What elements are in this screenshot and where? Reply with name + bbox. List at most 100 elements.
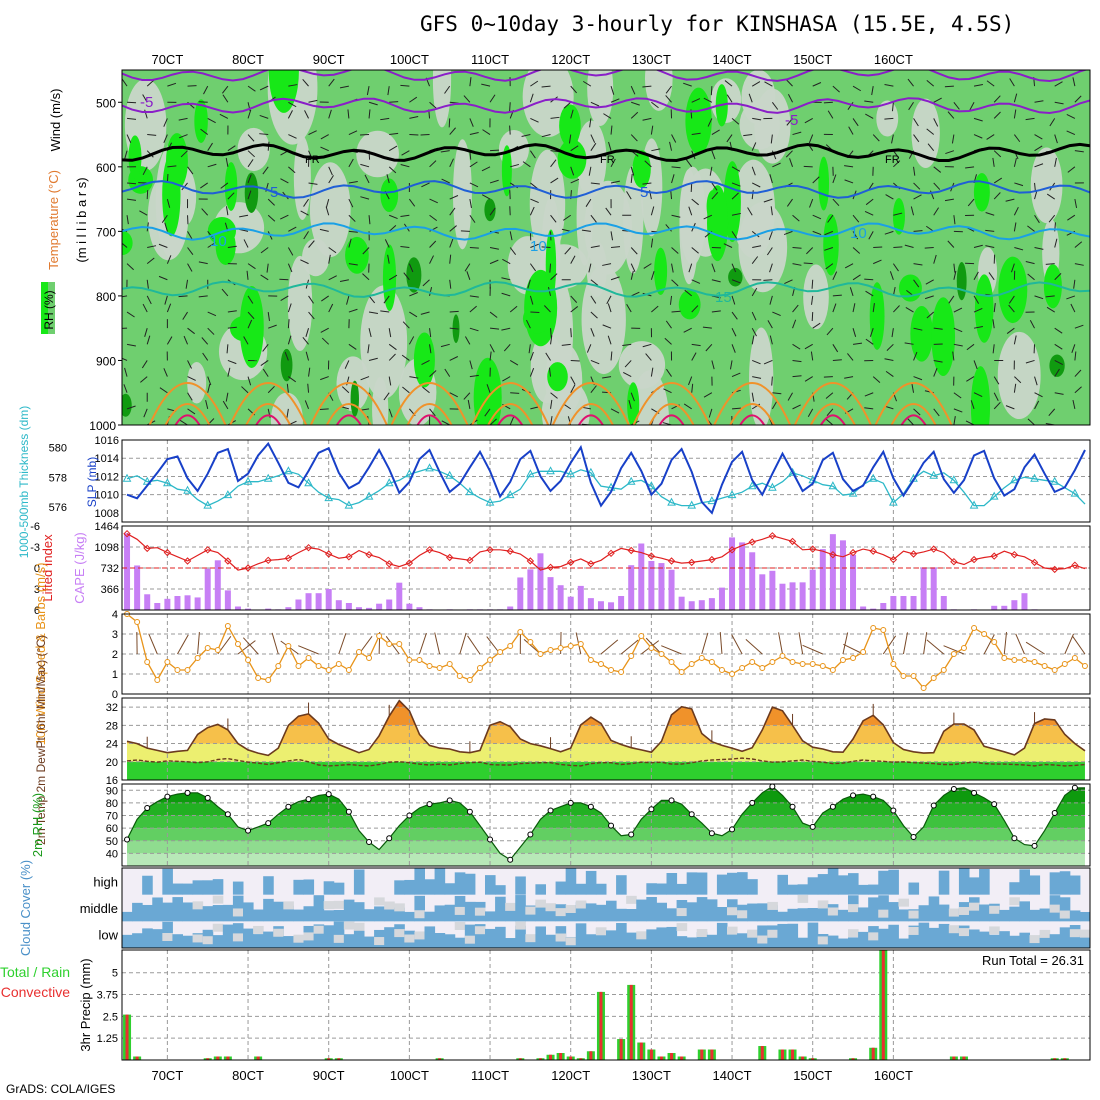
cloud-cell xyxy=(817,908,829,922)
wind-barb xyxy=(1027,418,1035,425)
wind-barb xyxy=(1054,343,1063,350)
wind-tick-label: 1 xyxy=(112,669,118,681)
wind-barb xyxy=(630,270,634,280)
wind-barb xyxy=(449,279,452,289)
rh-point xyxy=(224,811,231,818)
wind-barb xyxy=(400,246,410,248)
rh-point xyxy=(729,826,736,833)
wind-barb xyxy=(267,198,275,206)
wind-barb xyxy=(384,239,390,248)
thickness-line xyxy=(126,467,1086,507)
wind-barb xyxy=(607,303,612,313)
wind-speed-point xyxy=(587,657,594,663)
wind-barb xyxy=(541,246,551,248)
cloud-gap xyxy=(283,901,294,910)
wind-barb xyxy=(1046,306,1055,313)
lifted-index-point xyxy=(708,555,716,564)
pressure-tick-label: 800 xyxy=(96,290,116,304)
wind-barb xyxy=(907,418,914,425)
wind-barb xyxy=(328,166,333,176)
wind-barb xyxy=(387,254,390,264)
wind-barb xyxy=(328,175,334,184)
wind-barb xyxy=(763,359,773,365)
surface-wind-barb xyxy=(926,639,945,655)
wind-barb xyxy=(965,166,975,169)
temp-tick-label: 32 xyxy=(106,702,118,714)
cloud-cell xyxy=(525,937,536,948)
wind-barb xyxy=(892,150,900,159)
wind-barb xyxy=(142,303,148,313)
wind-barb xyxy=(1034,392,1043,398)
isotherm-line xyxy=(809,403,856,425)
cloud-cell xyxy=(666,926,678,948)
isotherm-line xyxy=(567,403,614,425)
cloud-gap xyxy=(192,901,204,910)
wind-barb xyxy=(852,303,856,313)
cloud-axis-label: Cloud Cover (%) xyxy=(18,860,33,956)
wind-barb xyxy=(683,327,692,333)
rh-dry-region xyxy=(529,149,566,259)
wind-barb xyxy=(893,212,903,216)
wind-barb xyxy=(785,79,793,87)
wind-speed-point xyxy=(960,645,967,651)
wind-barb xyxy=(305,328,310,337)
surface-wind-barb xyxy=(943,645,965,655)
precip-axis-label: 3hr Precip (mm) xyxy=(78,958,93,1051)
wind-barb xyxy=(541,85,551,88)
cloud-cell xyxy=(323,925,335,948)
wind-barb xyxy=(126,424,128,425)
wind-barb xyxy=(626,191,632,200)
wind-barb xyxy=(585,198,592,207)
wind-barb xyxy=(769,174,773,184)
wind-speed-point xyxy=(265,677,272,683)
wind-barb xyxy=(650,238,654,248)
wind-barb xyxy=(166,336,173,345)
wind-speed-point xyxy=(154,677,161,683)
wind-speed-point xyxy=(214,647,221,653)
wind-barb xyxy=(469,161,478,168)
wind-barb xyxy=(288,376,297,383)
wind-barb xyxy=(529,206,535,216)
wind-speed-point xyxy=(224,623,231,629)
wind-barb xyxy=(711,263,716,273)
wind-barb xyxy=(1008,304,1015,313)
wind-barb xyxy=(688,206,693,216)
wind-barb xyxy=(824,247,834,251)
precip-convective-bar xyxy=(1053,1058,1057,1060)
wind-speed-point xyxy=(819,663,826,669)
wind-barb xyxy=(526,319,531,329)
wind-barb xyxy=(364,174,370,184)
wind-barb xyxy=(502,258,511,265)
wind-barb xyxy=(286,408,289,418)
wind-barb xyxy=(221,85,229,94)
cloud-cell xyxy=(626,908,637,922)
wind-barb xyxy=(388,166,397,174)
wind-barb xyxy=(611,424,612,425)
cloud-cell xyxy=(535,926,546,948)
cloud-cell xyxy=(343,934,355,948)
thickness-axis-label: 1000-500mb Thickness (dm) xyxy=(17,406,31,559)
cloud-cell xyxy=(343,899,355,922)
wind-barb xyxy=(1014,376,1022,384)
wind-barb xyxy=(985,245,995,248)
wind-barb xyxy=(650,367,654,377)
cloud-gap xyxy=(374,937,385,946)
cloud-cell xyxy=(938,870,950,895)
rh-tick-label: 90 xyxy=(106,785,118,797)
cloud-cell xyxy=(243,902,254,922)
wind-speed-point xyxy=(335,661,342,667)
wind-speed-point xyxy=(1051,667,1058,673)
wind-barb xyxy=(563,101,572,109)
wind-barb xyxy=(1070,303,1076,313)
wind-barb xyxy=(122,357,128,361)
surface-wind-barb xyxy=(661,645,682,655)
cape-bar xyxy=(688,601,695,610)
x-tick-label-bottom: 140CT xyxy=(713,1068,752,1083)
wind-barb xyxy=(804,376,813,382)
wind-barb xyxy=(907,78,914,87)
wind-barb xyxy=(460,230,470,232)
cloud-gap xyxy=(333,900,345,909)
wind-barb xyxy=(711,360,715,370)
wind-barb xyxy=(262,368,269,377)
wind-barb xyxy=(792,375,802,378)
